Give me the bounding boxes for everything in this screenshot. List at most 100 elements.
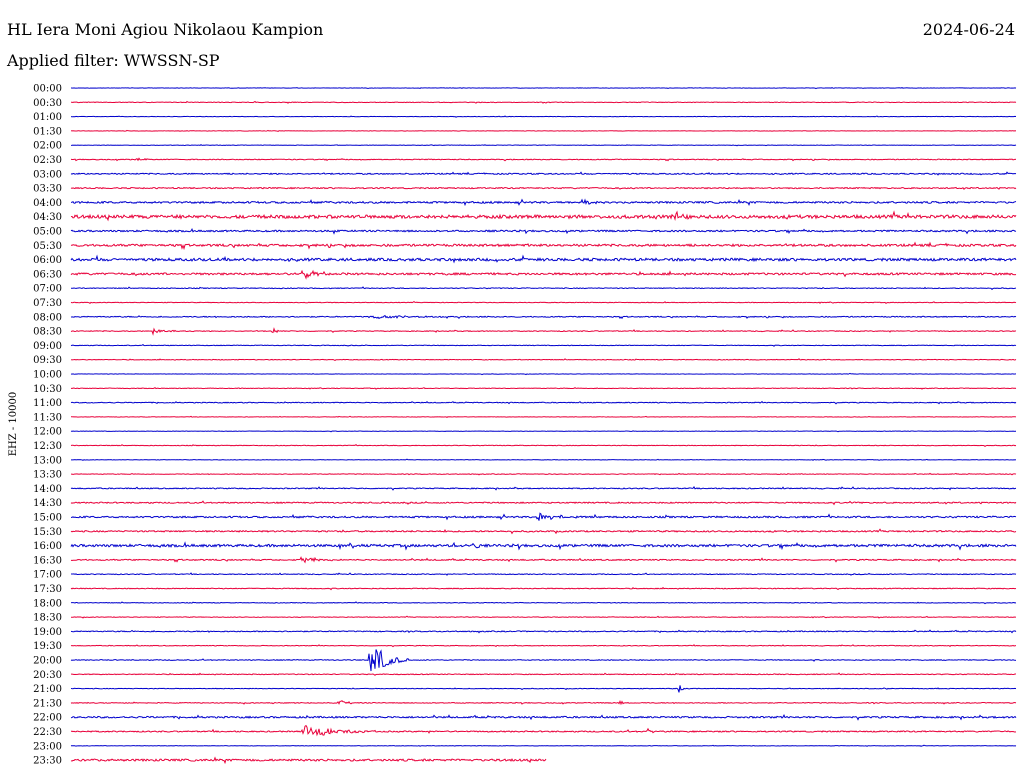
trace-line — [70, 144, 1017, 147]
time-tick-label: 13:30 — [33, 470, 62, 481]
time-tick-label: 04:30 — [33, 212, 62, 223]
time-tick-label: 18:00 — [33, 598, 62, 609]
trace-line — [70, 301, 1017, 304]
time-tick-label: 11:00 — [33, 398, 62, 409]
trace-line — [70, 744, 1017, 747]
trace-line — [70, 556, 1017, 564]
trace-line — [70, 400, 1017, 405]
trace-line — [70, 286, 1017, 291]
trace-line — [70, 644, 1017, 648]
time-tick-label: 08:30 — [33, 327, 62, 338]
trace-line — [70, 86, 1017, 90]
time-tick-label: 10:00 — [33, 370, 62, 381]
trace-line — [70, 713, 1017, 721]
station-title: HL Iera Moni Agiou Nikolaou Kampion — [7, 20, 324, 39]
trace-line — [70, 699, 1017, 706]
trace-line — [70, 756, 547, 765]
time-tick-label: 05:00 — [33, 227, 62, 238]
time-tick-label: 11:30 — [33, 412, 62, 423]
time-tick-label: 07:30 — [33, 298, 62, 309]
trace-line — [70, 528, 1017, 535]
trace-line — [70, 372, 1017, 376]
trace-line — [70, 672, 1017, 676]
time-tick-label: 14:00 — [33, 484, 62, 495]
trace-lines — [70, 86, 1017, 765]
time-tick-label: 05:30 — [33, 241, 62, 252]
trace-line — [70, 198, 1017, 207]
trace-line — [70, 115, 1017, 118]
time-tick-label: 22:30 — [33, 727, 62, 738]
trace-line — [70, 629, 1017, 634]
trace-line — [71, 512, 1017, 521]
time-tick-label: 02:30 — [33, 155, 62, 166]
date-label: 2024-06-24 — [922, 20, 1015, 39]
trace-line — [70, 601, 1017, 605]
time-tick-label: 06:30 — [33, 269, 62, 280]
time-tick-label: 20:00 — [33, 656, 62, 667]
time-tick-label: 12:30 — [33, 441, 62, 452]
trace-line — [70, 314, 1017, 320]
trace-line — [70, 186, 1017, 191]
time-tick-label: 17:00 — [33, 570, 62, 581]
time-tick-label: 22:00 — [33, 713, 62, 724]
trace-line — [70, 228, 1017, 235]
time-tick-label: 23:30 — [33, 756, 62, 767]
time-tick-label: 23:00 — [33, 741, 62, 752]
trace-line — [70, 157, 1017, 162]
trace-line — [70, 327, 1017, 336]
time-tick-label: 08:00 — [33, 312, 62, 323]
trace-line — [70, 344, 1017, 347]
time-tick-label: 17:30 — [33, 584, 62, 595]
trace-line — [70, 430, 1017, 433]
time-tick-label: 00:30 — [33, 98, 62, 109]
time-tick-label: 06:00 — [33, 255, 62, 266]
trace-line — [70, 486, 1017, 491]
time-tick-label: 21:00 — [33, 684, 62, 695]
trace-line — [70, 649, 1017, 672]
time-tick-label: 13:00 — [33, 455, 62, 466]
trace-line — [70, 443, 1017, 448]
trace-line — [70, 241, 1017, 251]
trace-line — [71, 415, 1017, 418]
time-tick-label: 01:00 — [33, 112, 62, 123]
time-tick-label: 03:00 — [33, 169, 62, 180]
trace-line — [70, 129, 1017, 132]
trace-line — [70, 472, 1017, 476]
time-tick-label: 00:00 — [33, 84, 62, 95]
time-tick-label: 03:30 — [33, 184, 62, 195]
trace-line — [70, 386, 1017, 390]
trace-line — [70, 358, 1017, 362]
trace-line — [70, 500, 1017, 506]
time-tick-label: 19:30 — [33, 641, 62, 652]
trace-line — [71, 572, 1017, 576]
y-axis-label: EHZ - 10000 — [8, 392, 19, 457]
y-axis-label-group: EHZ - 10000 — [8, 392, 19, 457]
time-tick-label: 07:00 — [33, 284, 62, 295]
time-tick-label: 04:00 — [33, 198, 62, 209]
time-tick-label: 16:00 — [33, 541, 62, 552]
trace-line — [70, 171, 1017, 176]
time-tick-label: 15:00 — [33, 513, 62, 524]
trace-line — [70, 615, 1017, 619]
time-tick-labels: 00:00 00:30 01:00 01:30 02:00 02:30 03:00 03:30… — [33, 84, 62, 767]
time-tick-label: 10:30 — [33, 384, 62, 395]
time-tick-label: 16:30 — [33, 555, 62, 566]
trace-line — [70, 100, 1017, 104]
time-tick-label: 18:30 — [33, 613, 62, 624]
time-tick-label: 20:30 — [33, 670, 62, 681]
trace-line — [70, 210, 1017, 222]
filter-label: Applied filter: WWSSN-SP — [7, 51, 220, 70]
time-tick-label: 21:30 — [33, 698, 62, 709]
time-tick-label: 12:00 — [33, 427, 62, 438]
time-tick-label: 01:30 — [33, 126, 62, 137]
trace-line — [70, 269, 1017, 280]
trace-line — [70, 724, 1017, 737]
trace-line — [70, 685, 1017, 693]
time-tick-label: 09:30 — [33, 355, 62, 366]
time-tick-label: 14:30 — [33, 498, 62, 509]
time-tick-label: 19:00 — [33, 627, 62, 638]
time-tick-label: 15:30 — [33, 527, 62, 538]
time-tick-label: 02:00 — [33, 141, 62, 152]
trace-line — [70, 541, 1017, 551]
